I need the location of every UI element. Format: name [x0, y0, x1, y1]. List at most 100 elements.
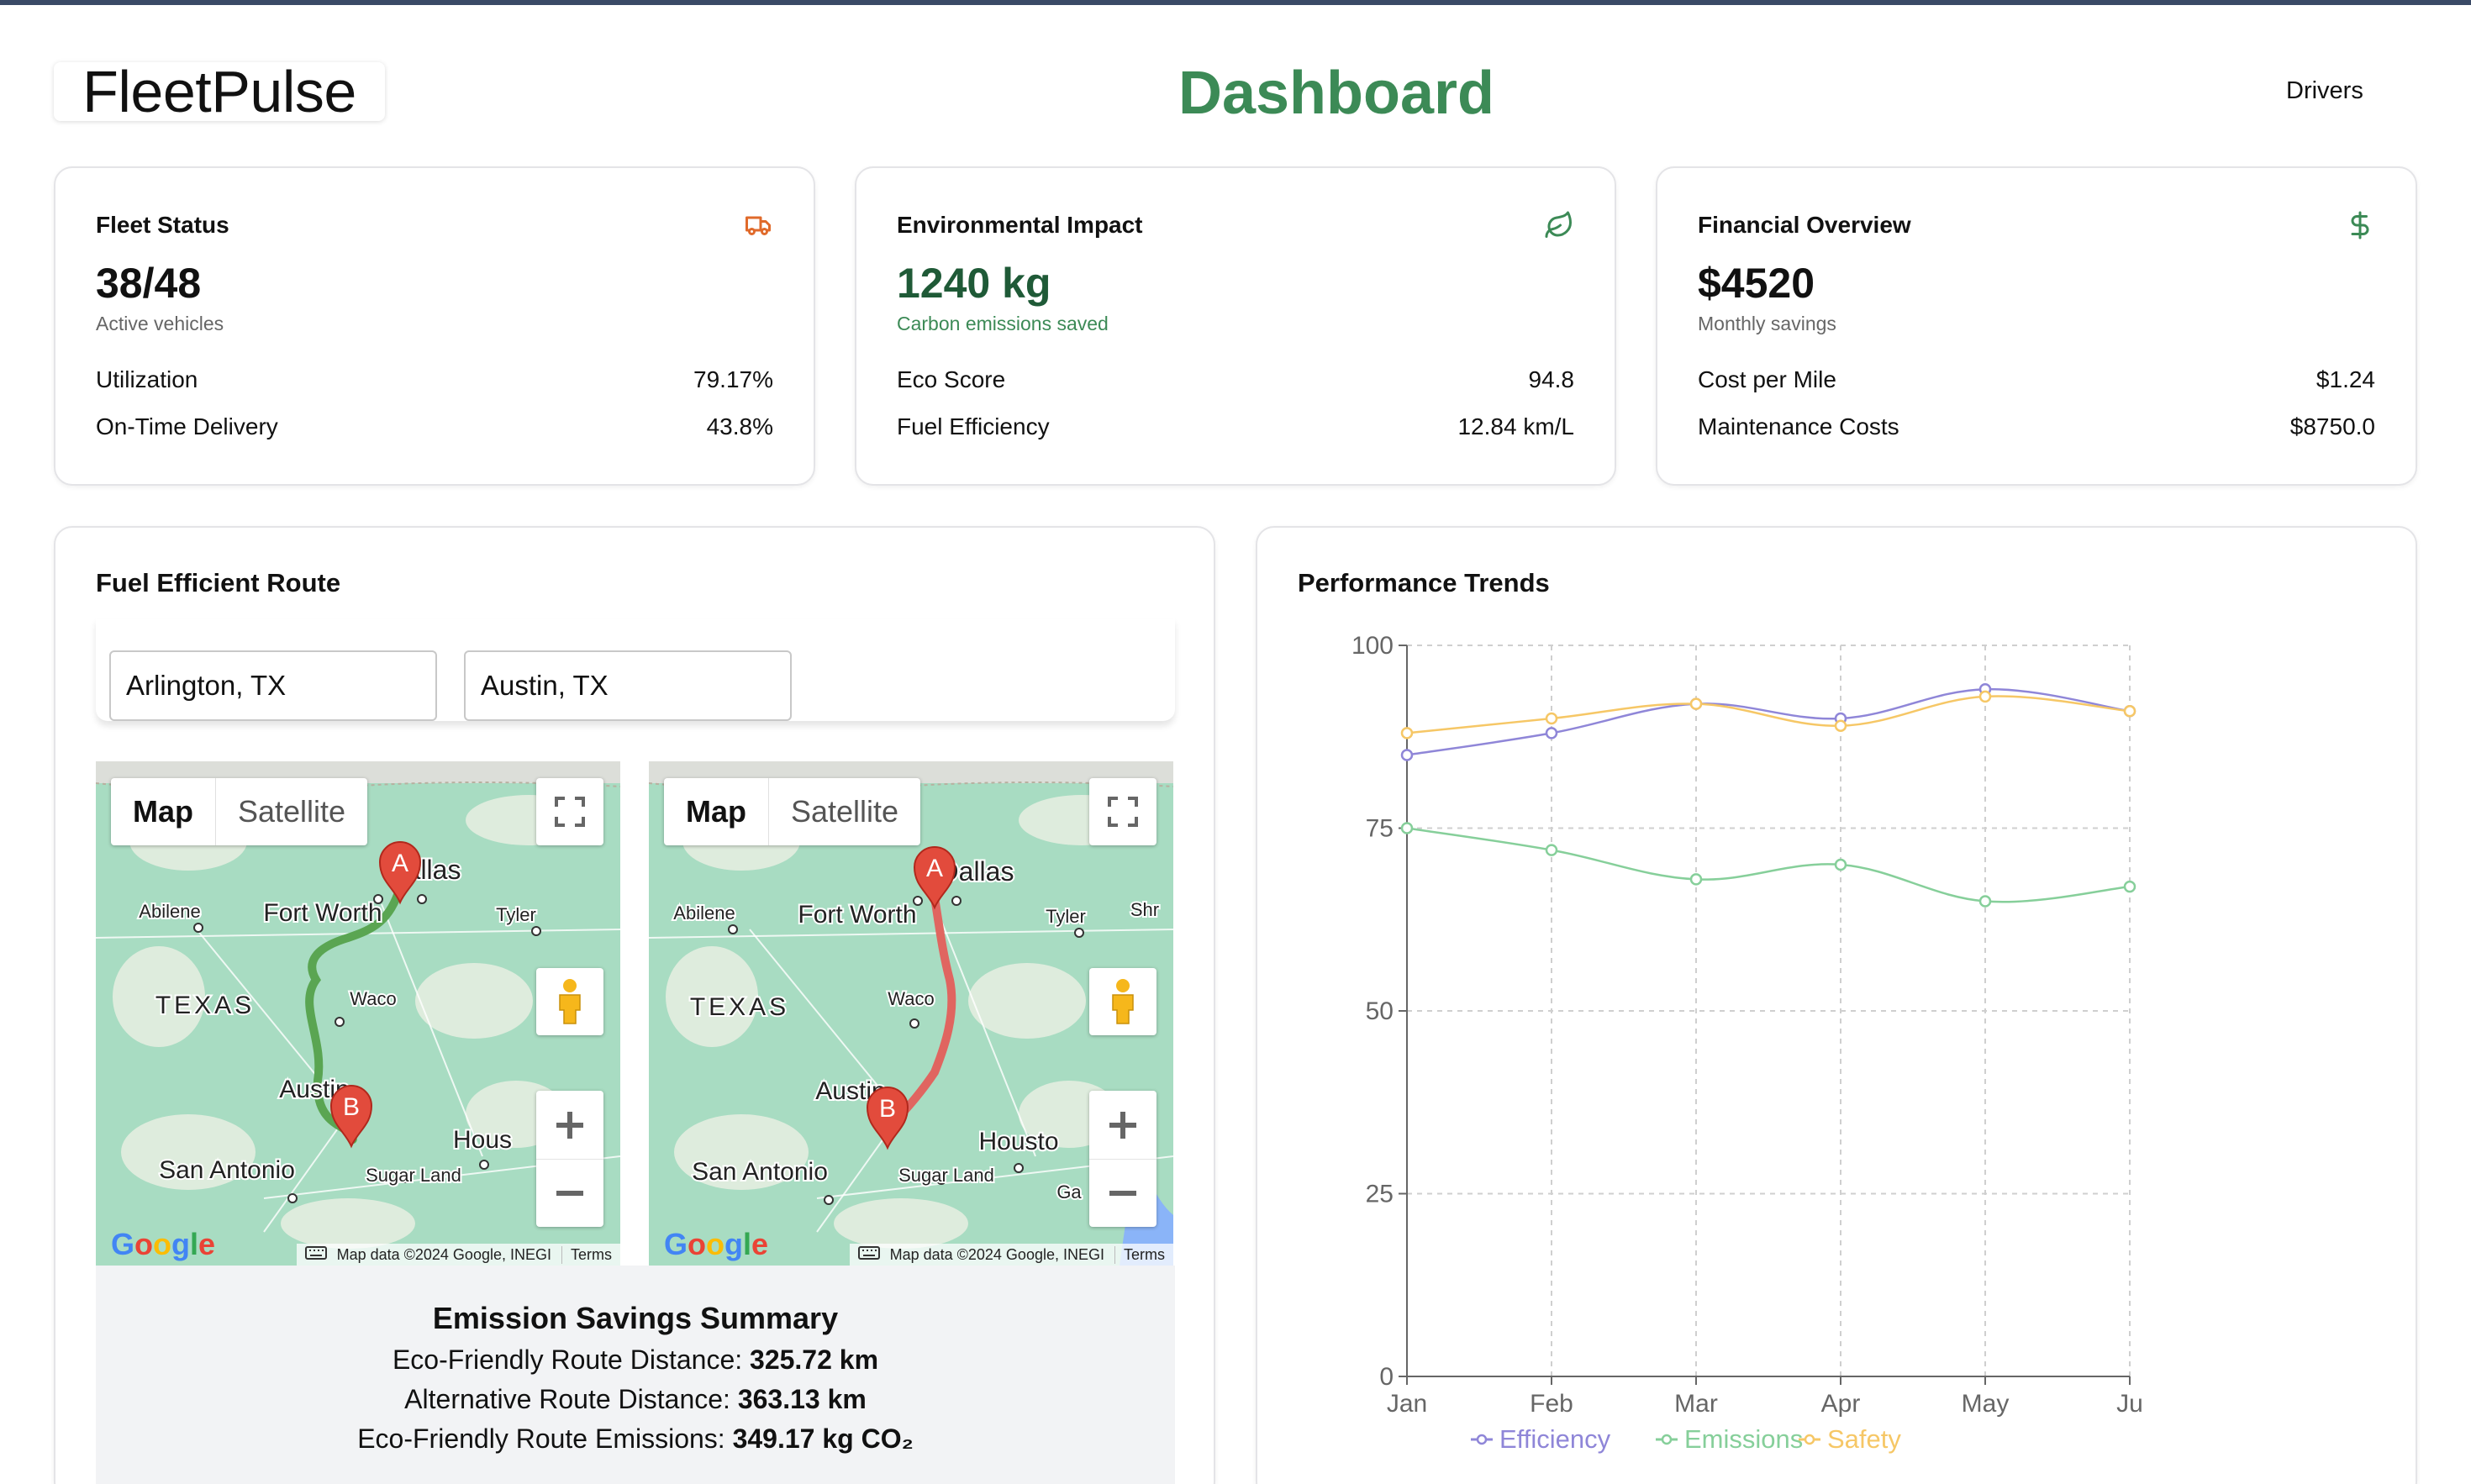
performance-trends-chart: 0 25 50 75 100 Jan Feb Mar Apr May Ju Efficiency Emi…: [1351, 632, 2143, 1454]
environmental-impact-card: Environmental Impact 1240 kg Carbon emis…: [855, 166, 1616, 486]
svg-text:A: A: [926, 855, 943, 882]
x-tick-label: May: [1962, 1390, 2010, 1418]
data-point-emissions[interactable]: [2123, 880, 2136, 893]
marker-a-icon[interactable]: A: [378, 841, 422, 905]
alternative-route-map[interactable]: Dallas Fort Worth Abilene Tyler TEXAS Waco Aus…: [649, 761, 1173, 1266]
data-point-efficiency[interactable]: [1545, 727, 1558, 739]
legend-item-safety[interactable]: Safety: [1799, 1424, 1901, 1454]
data-point-efficiency[interactable]: [1400, 749, 1414, 761]
summary-value: 325.72 km: [750, 1345, 879, 1375]
eco-route-map[interactable]: Dallas Fort Worth Abilene Tyler TEXAS Waco Aus…: [96, 761, 620, 1266]
terms-link[interactable]: Terms: [1114, 1245, 1165, 1264]
map-place-label: Hous: [453, 1126, 512, 1154]
data-point-safety[interactable]: [1834, 719, 1847, 732]
summary-label: Alternative Route Distance:: [404, 1384, 730, 1414]
data-point-safety[interactable]: [2123, 705, 2136, 718]
summary-label: Eco-Friendly Route Emissions:: [357, 1423, 725, 1454]
map-place-label: Fort Worth: [263, 899, 382, 927]
data-point-safety[interactable]: [1400, 727, 1414, 739]
card-value: $4520: [1698, 260, 1815, 307]
svg-text:B: B: [343, 1093, 360, 1121]
fullscreen-icon[interactable]: [536, 778, 603, 845]
google-logo: Google: [664, 1227, 769, 1261]
map-place-label: TEXAS: [690, 993, 789, 1021]
street-view-pegman-icon[interactable]: [536, 968, 603, 1035]
stat-label: Utilization: [96, 366, 198, 392]
map-place-label: San Antonio: [692, 1158, 828, 1186]
summary-line: Alternative Route Distance: 363.13 km: [96, 1384, 1175, 1415]
nav-link-drivers[interactable]: Drivers: [2286, 77, 2363, 104]
app-logo[interactable]: FleetPulse: [54, 59, 385, 124]
legend-item-emissions[interactable]: Emissions: [1656, 1424, 1803, 1454]
zoom-out-icon[interactable]: [536, 1159, 603, 1227]
map-credit-text: Map data ©2024 Google, INEGI: [336, 1245, 551, 1263]
route-line: [888, 893, 956, 1129]
stat-value: 12.84 km/L: [1457, 413, 1574, 439]
map-place-label: Sugar Land: [366, 1165, 461, 1186]
svg-text:Safety: Safety: [1827, 1424, 1901, 1454]
map-view-button[interactable]: Map: [664, 778, 769, 845]
stat-row: Utilization 79.17%: [96, 366, 773, 393]
marker-b-icon[interactable]: B: [329, 1085, 373, 1149]
data-point-emissions[interactable]: [1834, 858, 1847, 871]
svg-text:Emissions: Emissions: [1684, 1424, 1803, 1454]
fleet-status-card: Fleet Status 38/48 Active vehicles Utili…: [54, 166, 815, 486]
satellite-view-button[interactable]: Satellite: [791, 794, 899, 829]
fullscreen-icon[interactable]: [1089, 778, 1156, 845]
origin-input[interactable]: [109, 650, 437, 721]
map-place-label: Waco: [888, 988, 934, 1009]
y-tick-label: 75: [1366, 815, 1394, 843]
card-title: Fleet Status: [96, 212, 229, 238]
destination-input[interactable]: [464, 650, 792, 721]
zoom-control: [536, 1091, 603, 1227]
terms-link[interactable]: Terms: [561, 1245, 612, 1264]
stat-row: Cost per Mile $1.24: [1698, 366, 2375, 393]
stat-value: $8750.0: [2289, 413, 2375, 439]
card-subtitle: Active vehicles: [96, 313, 224, 334]
summary-title: Emission Savings Summary: [432, 1301, 839, 1335]
marker-b-icon[interactable]: B: [866, 1087, 909, 1150]
street-view-pegman-icon[interactable]: [1089, 968, 1156, 1035]
zoom-in-icon[interactable]: [1089, 1091, 1156, 1159]
x-tick-label: Ju: [2116, 1390, 2143, 1418]
data-point-safety[interactable]: [1545, 712, 1558, 725]
stat-label: Fuel Efficiency: [897, 413, 1050, 439]
card-title: Environmental Impact: [897, 212, 1143, 238]
map-place-label: Abilene: [139, 901, 200, 922]
svg-text:B: B: [879, 1095, 896, 1123]
y-tick-label: 0: [1379, 1363, 1394, 1391]
card-title: Financial Overview: [1698, 212, 1911, 238]
map-credit-text: Map data ©2024 Google, INEGI: [889, 1245, 1104, 1263]
stat-value: 94.8: [1528, 366, 1575, 392]
y-tick-label: 100: [1351, 632, 1394, 660]
zoom-out-icon[interactable]: [1089, 1159, 1156, 1227]
legend-item-efficiency[interactable]: Efficiency: [1471, 1424, 1611, 1454]
stat-row: Maintenance Costs $8750.0: [1698, 413, 2375, 440]
keyboard-shortcuts-icon[interactable]: [304, 1245, 327, 1264]
truck-icon: [746, 216, 771, 235]
summary-line: Eco-Friendly Route Distance: 325.72 km: [96, 1345, 1175, 1376]
zoom-control: [1089, 1091, 1156, 1227]
stat-row: Eco Score 94.8: [897, 366, 1574, 393]
map-type-control: Map Satellite: [664, 778, 921, 845]
satellite-view-button[interactable]: Satellite: [238, 794, 346, 829]
map-place-label: Fort Worth: [798, 901, 916, 929]
map-attribution: Map data ©2024 Google, INEGI Terms: [849, 1244, 1173, 1266]
svg-text:A: A: [392, 850, 408, 877]
data-point-emissions[interactable]: [1400, 822, 1414, 834]
data-point-safety[interactable]: [1689, 697, 1703, 710]
map-place-label: Sugar Land: [898, 1165, 994, 1186]
keyboard-shortcuts-icon[interactable]: [857, 1245, 880, 1264]
y-tick-label: 50: [1366, 997, 1394, 1025]
zoom-in-icon[interactable]: [536, 1091, 603, 1159]
financial-overview-card: Financial Overview $4520 Monthly savings…: [1656, 166, 2417, 486]
data-point-emissions[interactable]: [1689, 873, 1703, 886]
data-point-safety[interactable]: [1978, 690, 1992, 703]
stat-label: On-Time Delivery: [96, 413, 278, 439]
stat-value: $1.24: [2316, 366, 2375, 392]
marker-a-icon[interactable]: A: [913, 846, 956, 910]
data-point-emissions[interactable]: [1545, 844, 1558, 856]
map-view-button[interactable]: Map: [111, 778, 216, 845]
google-logo: Google: [111, 1227, 216, 1261]
data-point-emissions[interactable]: [1978, 895, 1992, 908]
